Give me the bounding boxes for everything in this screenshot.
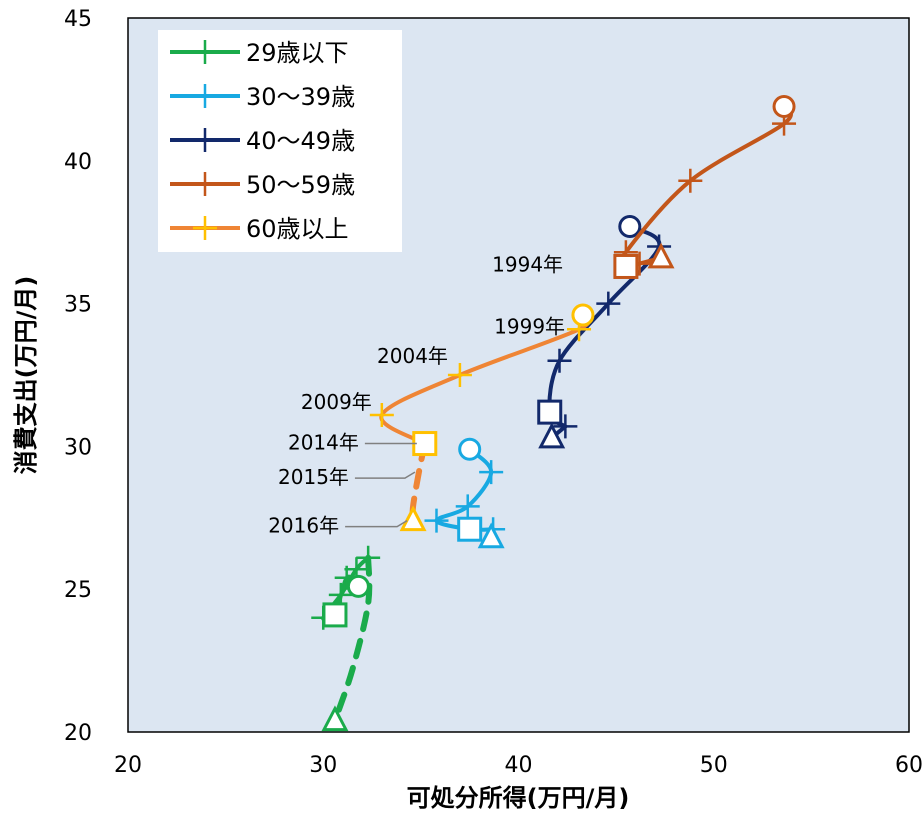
y-axis-title: 消費支出(万円/月) (12, 276, 40, 475)
x-tick-label: 20 (114, 753, 142, 778)
marker-square (457, 516, 483, 542)
legend-marker (193, 216, 217, 240)
legend-marker (193, 40, 217, 64)
data-point (447, 363, 472, 387)
legend-label: 30〜39歳 (246, 83, 355, 111)
legend-marker (193, 128, 217, 152)
annotation-label: 2015年 (278, 465, 349, 489)
marker-circle (346, 574, 370, 598)
annotation-label: 1994年 (492, 252, 563, 276)
legend: 29歳以下 30〜39歳 40〜49歳 50〜59歳 60歳以上 (158, 30, 402, 252)
series-layer (311, 95, 797, 732)
marker-triangle (321, 705, 349, 732)
legend-marker (193, 84, 217, 108)
marker-square (322, 602, 348, 628)
data-point (424, 508, 449, 533)
series-dashed-line (331, 554, 373, 724)
marker-triangle (399, 505, 427, 532)
marker-circle (618, 214, 642, 238)
data-point (356, 545, 381, 570)
marker-square (412, 431, 438, 457)
y-tick-label: 35 (64, 293, 92, 318)
marker-triangle (538, 422, 566, 449)
legend-marker (193, 172, 217, 196)
marker-circle (772, 95, 796, 119)
marker-square (613, 253, 639, 279)
x-tick-label: 30 (309, 753, 337, 778)
data-point (369, 402, 394, 427)
data-point (678, 168, 703, 193)
series-4 (369, 303, 595, 532)
annotation-label: 2004年 (377, 344, 448, 368)
y-tick-label: 40 (64, 150, 92, 175)
marker-circle (458, 437, 482, 461)
annotation-label: 2016年 (268, 514, 339, 538)
series-0 (311, 545, 381, 732)
annotation-label: 1999年 (494, 314, 565, 338)
marker-square (537, 399, 563, 425)
x-axis-title: 可処分所得(万円/月) (407, 784, 630, 812)
y-tick-label: 20 (64, 721, 92, 746)
legend-label: 50〜59歳 (246, 171, 355, 199)
legend-label: 29歳以下 (246, 39, 349, 67)
legend-label: 40〜49歳 (246, 127, 355, 155)
data-point (479, 460, 504, 485)
legend-label: 60歳以上 (246, 215, 349, 243)
y-tick-label: 30 (64, 435, 92, 460)
marker-triangle (477, 522, 505, 549)
data-point (553, 414, 578, 439)
y-tick-label: 45 (64, 7, 92, 32)
x-tick-label: 40 (505, 753, 533, 778)
marker-circle (571, 303, 595, 327)
annotation-leader (345, 520, 408, 528)
series-3 (613, 95, 797, 279)
data-point (455, 494, 480, 519)
annotation-label: 2009年 (301, 390, 372, 414)
annotation-label: 2014年 (288, 431, 359, 455)
x-tick-label: 60 (895, 753, 923, 778)
y-tick-label: 25 (64, 578, 92, 603)
axis-ticks: 20 30 40 50 60 20 25 30 35 40 45 (64, 7, 923, 778)
data-point (596, 291, 621, 316)
annotation-leader (354, 471, 416, 479)
series-1 (424, 437, 506, 549)
x-tick-label: 50 (700, 753, 728, 778)
marker-triangle (647, 242, 675, 269)
data-point (547, 348, 572, 373)
